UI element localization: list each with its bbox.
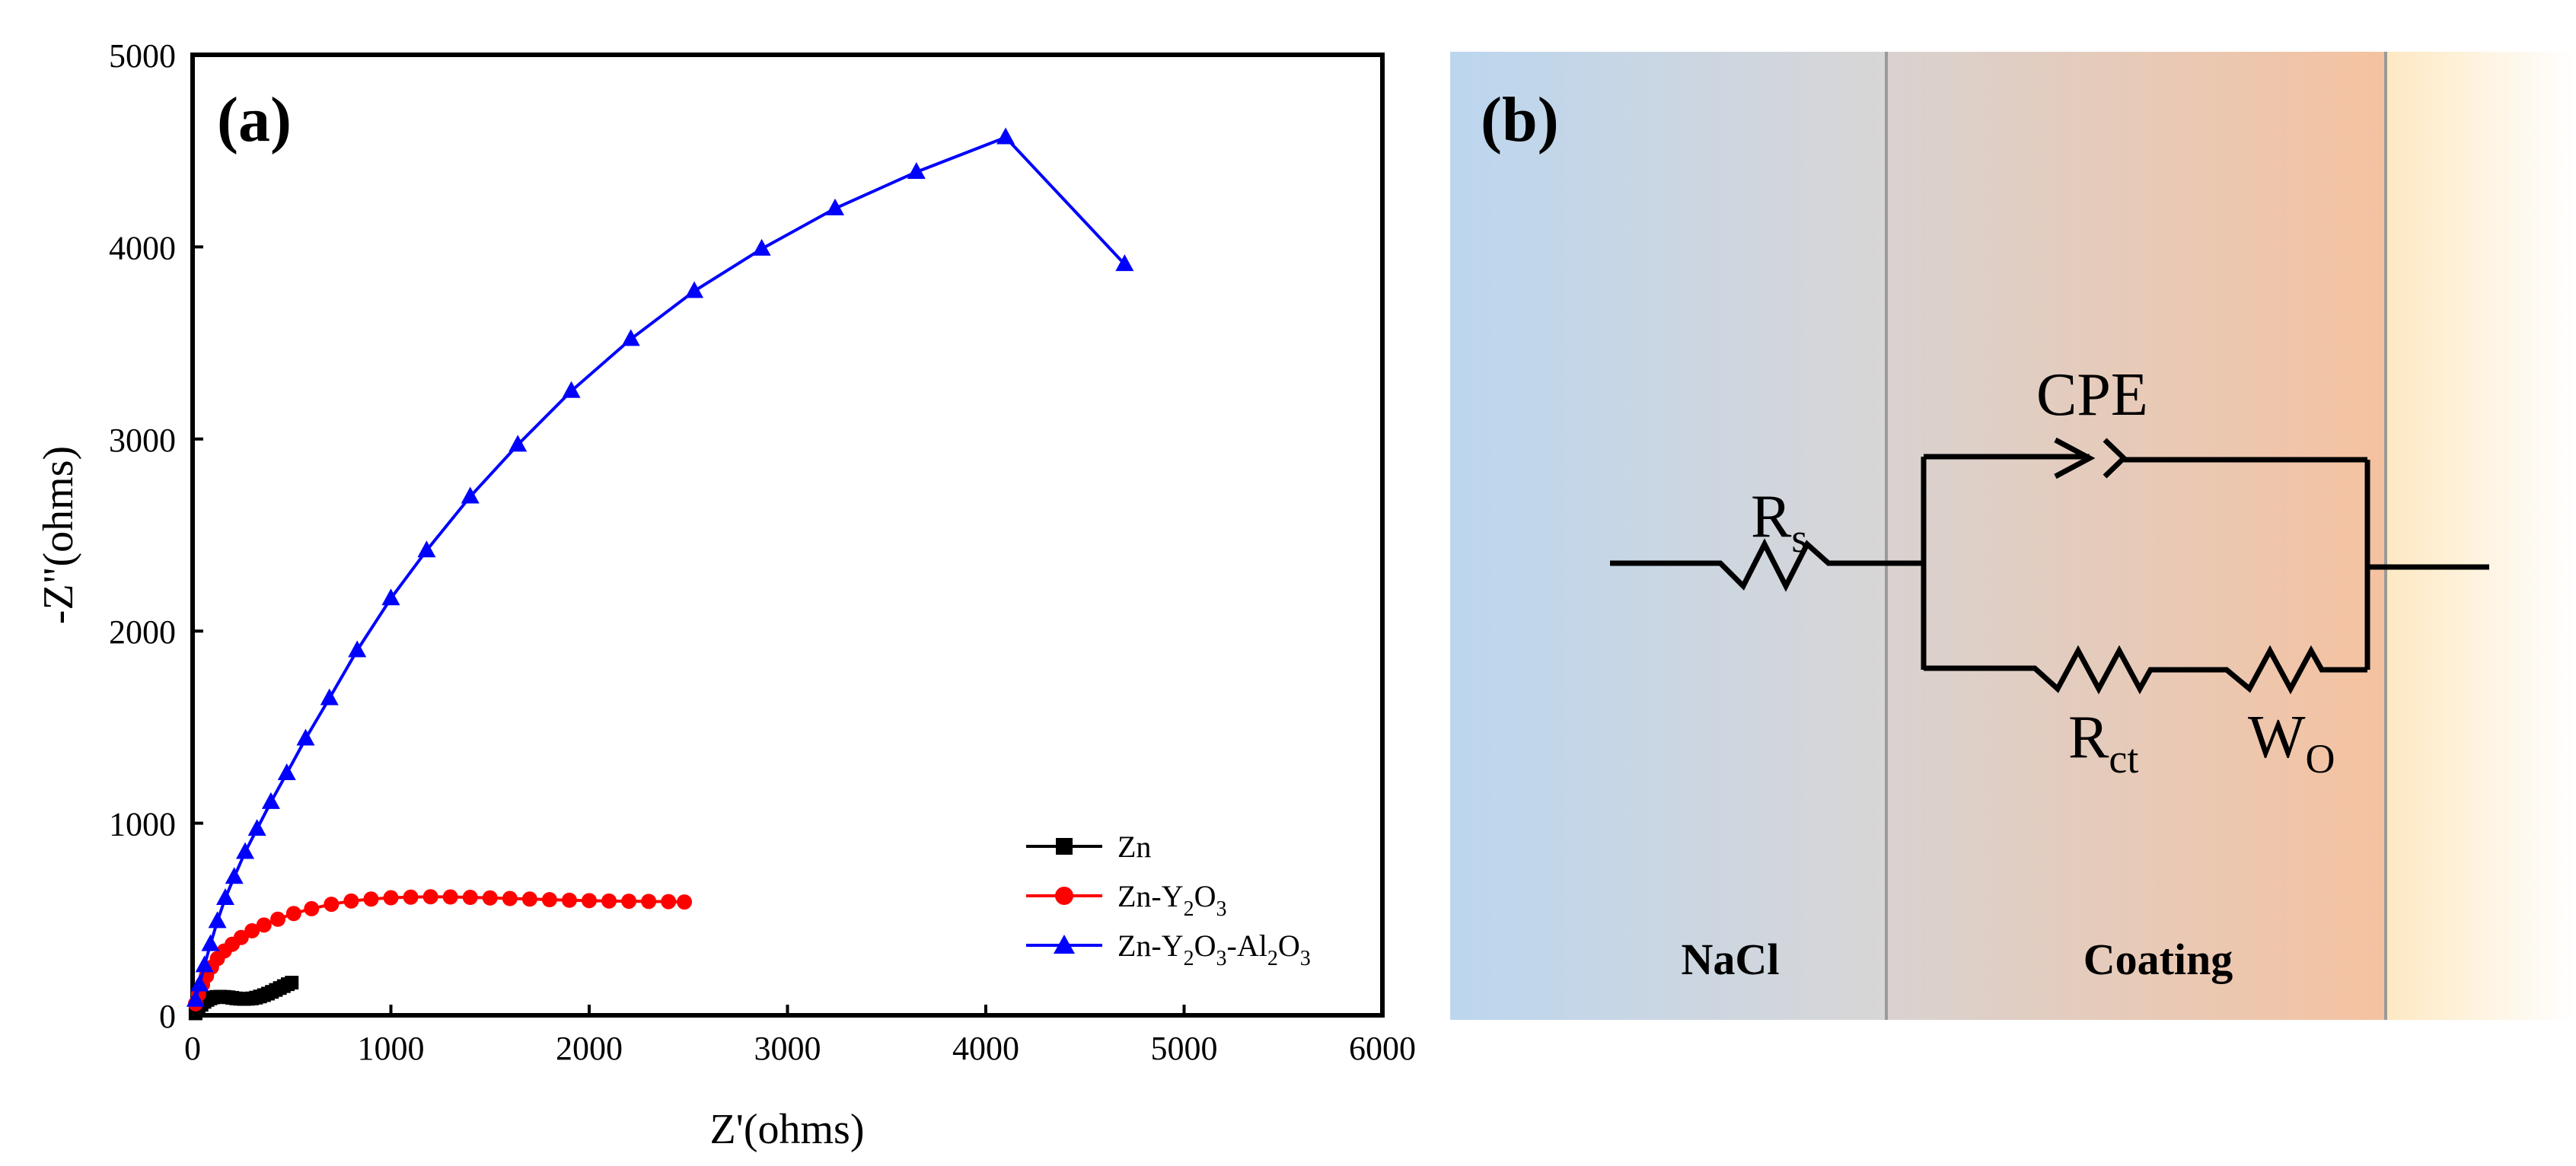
y-tick-label: 2000 (109, 613, 176, 651)
data-point (403, 889, 419, 905)
data-point (285, 976, 299, 990)
x-axis-label: Z'(ohms) (710, 1106, 865, 1153)
data-point (343, 893, 359, 909)
data-point (1115, 254, 1134, 272)
data-point (907, 161, 926, 179)
legend-marker-circle (1055, 887, 1073, 905)
data-point (383, 890, 399, 906)
x-tick-label: 2000 (556, 1030, 623, 1067)
data-point (442, 889, 458, 905)
data-point (320, 688, 339, 706)
data-point (752, 238, 771, 256)
panel-b-label: (b) (1481, 84, 1559, 155)
data-point (621, 894, 637, 910)
y-tick-label: 1000 (109, 806, 176, 843)
data-point (208, 911, 227, 929)
x-tick-label: 0 (184, 1030, 201, 1067)
data-point (348, 640, 367, 658)
x-tick-label: 4000 (952, 1030, 1019, 1067)
cpe-plate-left (2054, 437, 2096, 479)
data-point (422, 889, 438, 905)
resistor-rct-and-warburg (1924, 645, 2367, 695)
data-point (826, 198, 845, 215)
data-point (244, 922, 260, 938)
data-point (582, 893, 597, 909)
data-point (233, 929, 249, 945)
data-point (541, 892, 557, 908)
cpe-label: CPE (2036, 362, 2148, 428)
data-point (190, 974, 209, 992)
region-coating-background (1886, 52, 2386, 1020)
rs-label: Rs (1751, 483, 1807, 561)
data-point (195, 955, 214, 973)
region-substrate-background (2386, 52, 2576, 1020)
y-tick-label: 4000 (109, 229, 176, 266)
data-point (461, 486, 480, 504)
data-point (381, 588, 400, 606)
x-tick-label: 3000 (754, 1030, 821, 1067)
plot-frame (190, 53, 1385, 1018)
series-zn-y2o3-al2o3 (186, 127, 1134, 1007)
legend-label-zn: Zn (1117, 830, 1151, 864)
data-point (285, 906, 301, 922)
y-axis-label: -Z"(ohms) (35, 446, 82, 624)
wo-label: WO (2248, 704, 2335, 782)
y-axis-ticks: 0 1000 2000 3000 4000 5000 (109, 37, 203, 1035)
legend-marker-triangle (1054, 935, 1075, 954)
data-point (561, 892, 577, 908)
data-point (247, 819, 266, 836)
data-point (304, 900, 320, 916)
region-label-nacl: NaCl (1682, 935, 1780, 984)
data-point (661, 894, 677, 910)
data-point (641, 894, 657, 910)
data-point (562, 381, 581, 398)
data-point (685, 281, 704, 298)
data-point (363, 891, 379, 907)
data-point (996, 127, 1015, 145)
data-point (601, 893, 617, 909)
region-nacl-background (1450, 52, 1886, 1020)
data-point (236, 842, 255, 859)
legend-item-zn: Zn (1026, 830, 1151, 864)
region-label-coating: Coating (2083, 935, 2233, 984)
nyquist-plot: (a) 0 1000 2000 3000 4000 5000 6000 0 1000 2000 3… (35, 37, 1416, 1153)
data-point (324, 897, 340, 913)
y-tick-label: 5000 (109, 37, 176, 75)
data-point (296, 728, 315, 746)
data-point (621, 329, 640, 346)
legend-marker-square (1056, 838, 1073, 855)
y-tick-label: 3000 (109, 422, 176, 459)
panel-a-label: (a) (217, 84, 292, 155)
y-tick-label: 0 (159, 998, 176, 1035)
circuit (1610, 437, 2489, 695)
data-point (521, 891, 537, 907)
data-point (677, 894, 693, 910)
data-point (462, 890, 478, 906)
data-point (201, 934, 220, 951)
data-point (417, 540, 436, 558)
data-point (215, 888, 234, 906)
data-point (261, 792, 280, 809)
resistor-rs (1610, 538, 1888, 592)
data-point (186, 989, 205, 1007)
x-tick-label: 5000 (1151, 1030, 1218, 1067)
data-point (509, 435, 528, 452)
data-point (502, 890, 518, 906)
data-point (482, 890, 498, 906)
x-tick-label: 1000 (358, 1030, 425, 1067)
data-series (186, 127, 1134, 1021)
series-zn (188, 976, 299, 1021)
data-point (225, 867, 244, 884)
equivalent-circuit-panel: (b) Rs CPE Rct WO NaCl Coating (1450, 52, 2576, 1020)
data-point (270, 911, 286, 927)
x-tick-label: 6000 (1349, 1030, 1416, 1067)
rct-label: Rct (2068, 704, 2138, 782)
data-point (256, 917, 272, 933)
data-point (277, 763, 296, 780)
x-axis-ticks: 0 1000 2000 3000 4000 5000 6000 (184, 1005, 1416, 1067)
